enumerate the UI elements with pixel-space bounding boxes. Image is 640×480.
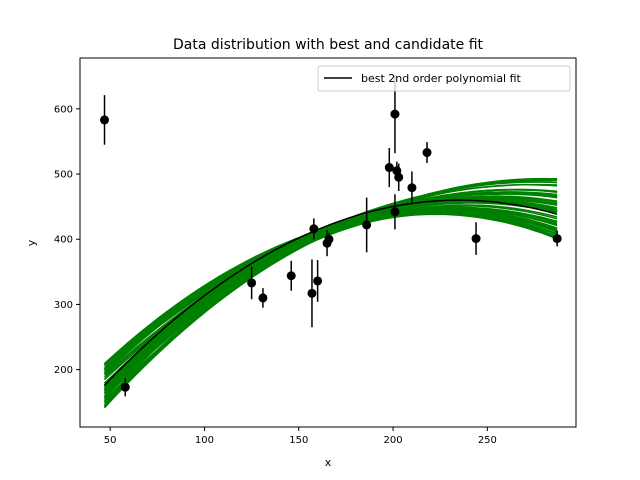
candidate-fit-line bbox=[103, 184, 558, 403]
y-tick-label: 200 bbox=[54, 365, 73, 376]
data-point bbox=[394, 172, 404, 182]
data-point bbox=[247, 278, 257, 288]
data-point bbox=[552, 234, 562, 244]
data-point bbox=[471, 234, 481, 244]
plot-frame bbox=[79, 57, 577, 428]
best-fit-layer bbox=[103, 199, 558, 386]
y-tick-label: 300 bbox=[54, 300, 73, 311]
candidate-fit-line bbox=[103, 192, 558, 397]
data-point bbox=[362, 220, 372, 230]
candidate-fit-line bbox=[103, 192, 558, 376]
data-point bbox=[100, 115, 110, 125]
best-fit-line bbox=[103, 199, 558, 386]
candidate-fit-line bbox=[103, 181, 558, 398]
data-point bbox=[286, 271, 296, 281]
data-point bbox=[307, 288, 317, 298]
data-point bbox=[324, 234, 334, 244]
y-tick-label: 600 bbox=[54, 104, 73, 115]
legend: best 2nd order polynomial fit bbox=[317, 65, 571, 92]
data-point bbox=[258, 293, 268, 303]
candidate-fit-line bbox=[104, 198, 558, 372]
x-tick-label: 250 bbox=[478, 435, 497, 446]
candidate-fits bbox=[103, 177, 558, 409]
x-tick-label: 100 bbox=[195, 435, 214, 446]
data-point bbox=[407, 183, 417, 193]
y-tick-label: 500 bbox=[54, 170, 73, 181]
data-point bbox=[390, 109, 400, 119]
data-point bbox=[309, 224, 319, 234]
y-tick-label: 400 bbox=[54, 235, 73, 246]
y-axis-ticks: 200 300 400 500 600 bbox=[54, 104, 80, 376]
x-tick-label: 200 bbox=[384, 435, 403, 446]
x-axis-label: x bbox=[325, 456, 332, 469]
x-axis-ticks: 50 100 150 200 250 bbox=[104, 427, 497, 446]
candidate-fit-line bbox=[104, 193, 558, 370]
x-tick-label: 50 bbox=[104, 435, 117, 446]
data-point bbox=[422, 148, 432, 158]
data-points bbox=[100, 74, 562, 397]
data-point bbox=[384, 163, 394, 173]
data-point bbox=[390, 207, 400, 217]
legend-box bbox=[317, 65, 571, 92]
candidate-fit-line bbox=[103, 188, 558, 404]
candidate-fit-line bbox=[103, 192, 558, 380]
data-point bbox=[313, 276, 323, 286]
legend-entry-best-fit: best 2nd order polynomial fit bbox=[361, 72, 522, 85]
data-point bbox=[120, 382, 130, 392]
y-axis-label: y bbox=[25, 239, 38, 246]
x-tick-label: 150 bbox=[289, 435, 308, 446]
chart-title: Data distribution with best and candidat… bbox=[173, 37, 484, 53]
